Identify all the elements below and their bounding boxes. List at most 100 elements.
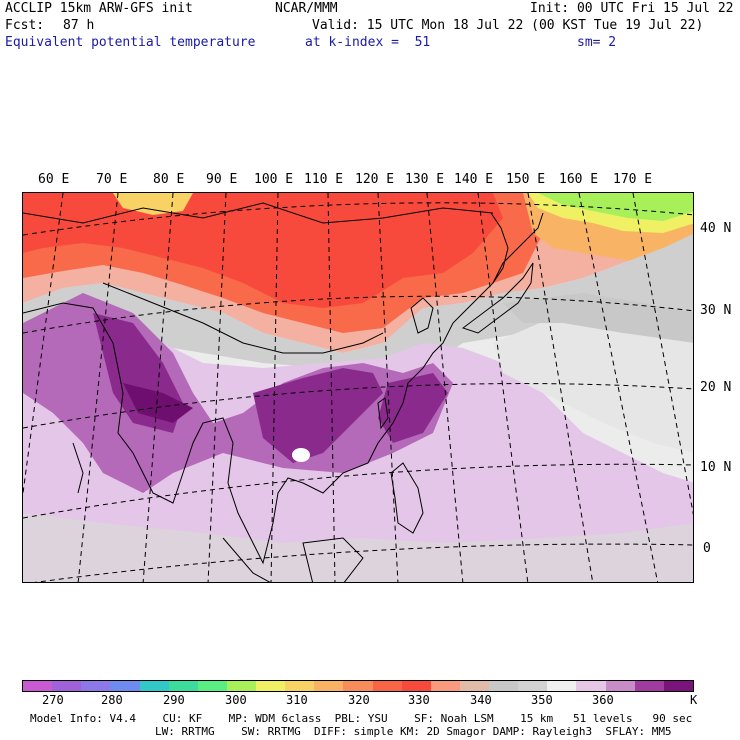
colorbar-swatch [663,681,693,691]
colorbar-swatch [110,681,140,691]
colorbar-swatch [430,681,460,691]
mainland-coast [23,212,544,565]
meridian [23,193,64,494]
parallel-10n [23,463,693,519]
parallel-equator [34,543,693,582]
colorbar-label: 280 [101,693,123,707]
colorbar-swatch [401,681,431,691]
model-title: ACCLIP 15km ARW-GFS init [5,1,193,16]
colorbar-swatch [489,681,519,691]
colorbar-swatch [23,681,53,691]
lon-label: 70 E [96,172,128,187]
lon-label: 90 E [206,172,238,187]
colorbar-swatch [547,681,577,691]
lon-label: 160 E [559,172,599,187]
colorbar-label: 330 [408,693,430,707]
arabian-coast [72,442,84,494]
meridian [207,193,227,582]
fcst-value: 87 h [63,18,95,33]
philippines-coast [390,462,424,534]
shade-dark-purple-philippine-sea [378,373,448,443]
colorbar-swatch [52,681,82,691]
colorbar-label: 350 [531,693,553,707]
model-info-line1: Model Info: V4.4 CU: KF MP: WDM 6class P… [30,712,693,725]
lon-label: 140 E [454,172,494,187]
colorbar-swatch [343,681,373,691]
init-time: Init: 00 UTC Fri 15 Jul 22 [530,1,734,16]
colorbar-swatch [226,681,256,691]
colorbar-label: 300 [225,693,247,707]
parallel-40n [23,202,693,236]
colorbar-swatch [459,681,489,691]
lat-label: 20 N [700,380,732,395]
lat-label: 40 N [700,221,732,236]
colorbar-swatch [605,681,635,691]
lat-label: 10 N [700,460,732,475]
meridian [477,193,529,582]
valid-time: Valid: 15 UTC Mon 18 Jul 22 (00 KST Tue … [312,18,704,33]
center-name: NCAR/MMM [275,1,338,16]
lon-label: 100 E [254,172,294,187]
borneo-coast [302,537,364,582]
lon-label: 60 E [38,172,70,187]
meridian [377,193,399,582]
model-info-line2: LW: RRTMG SW: RRTMG DIFF: simple KM: 2D … [155,725,672,738]
graticule [23,193,693,582]
fcst-label: Fcst: [5,18,45,33]
sumatra-coast [222,537,271,582]
meridian [142,193,174,582]
smoothing-value: sm= 2 [577,35,617,50]
shade-darkest-purple-india [123,383,193,423]
meridian [426,193,464,582]
colorbar-swatch [314,681,344,691]
shade-yellow-patch [113,193,193,215]
lon-label: 110 E [304,172,344,187]
shade-south-gray [23,513,693,582]
colorbar-label: 270 [42,693,64,707]
sakhalin-coast [490,212,509,284]
colorbar-swatch [634,681,664,691]
colorbar-label: 320 [348,693,370,707]
colorbar-label: 310 [286,693,308,707]
level-index: at k-index = 51 [305,35,431,50]
coastlines [23,202,544,582]
northern-border [23,202,494,224]
colorbar-swatch [197,681,227,691]
shade-east-light [493,313,693,453]
colorbar-swatch [81,681,111,691]
colorbar-swatch [256,681,286,691]
shade-band-hottest [23,193,503,308]
lon-label: 130 E [405,172,445,187]
colorbar-swatch [139,681,169,691]
japan-coast [461,262,534,334]
colorbar-swatch [285,681,315,691]
colorbar-label: 290 [163,693,185,707]
meridian [270,193,279,582]
meridian [527,193,594,582]
shade-dark-purple-indochina [253,368,383,463]
parallel-20n [23,383,693,429]
colorbar-swatch [168,681,198,691]
meridian [578,193,659,582]
lon-label: 120 E [355,172,395,187]
meridian [632,193,693,516]
meridian [77,193,119,582]
field-name: Equivalent potential temperature [5,35,256,50]
lat-label: 30 N [700,303,732,318]
meridian [327,193,336,582]
colorbar-swatch [576,681,606,691]
shade-band-gray [23,233,693,368]
colorbar-swatch [372,681,402,691]
map-canvas [23,193,693,582]
map-panel [22,192,694,583]
colorbar-swatch [518,681,548,691]
lon-label: 150 E [506,172,546,187]
colorbar-label: 360 [592,693,614,707]
colorbar-unit: K [690,693,698,707]
korea-coast [410,297,434,334]
lat-label: 0 [703,541,711,556]
colorbar-label: 340 [470,693,492,707]
himalaya-border [102,282,384,354]
shade-white-spot [292,448,310,462]
shade-ne-green [538,193,693,221]
